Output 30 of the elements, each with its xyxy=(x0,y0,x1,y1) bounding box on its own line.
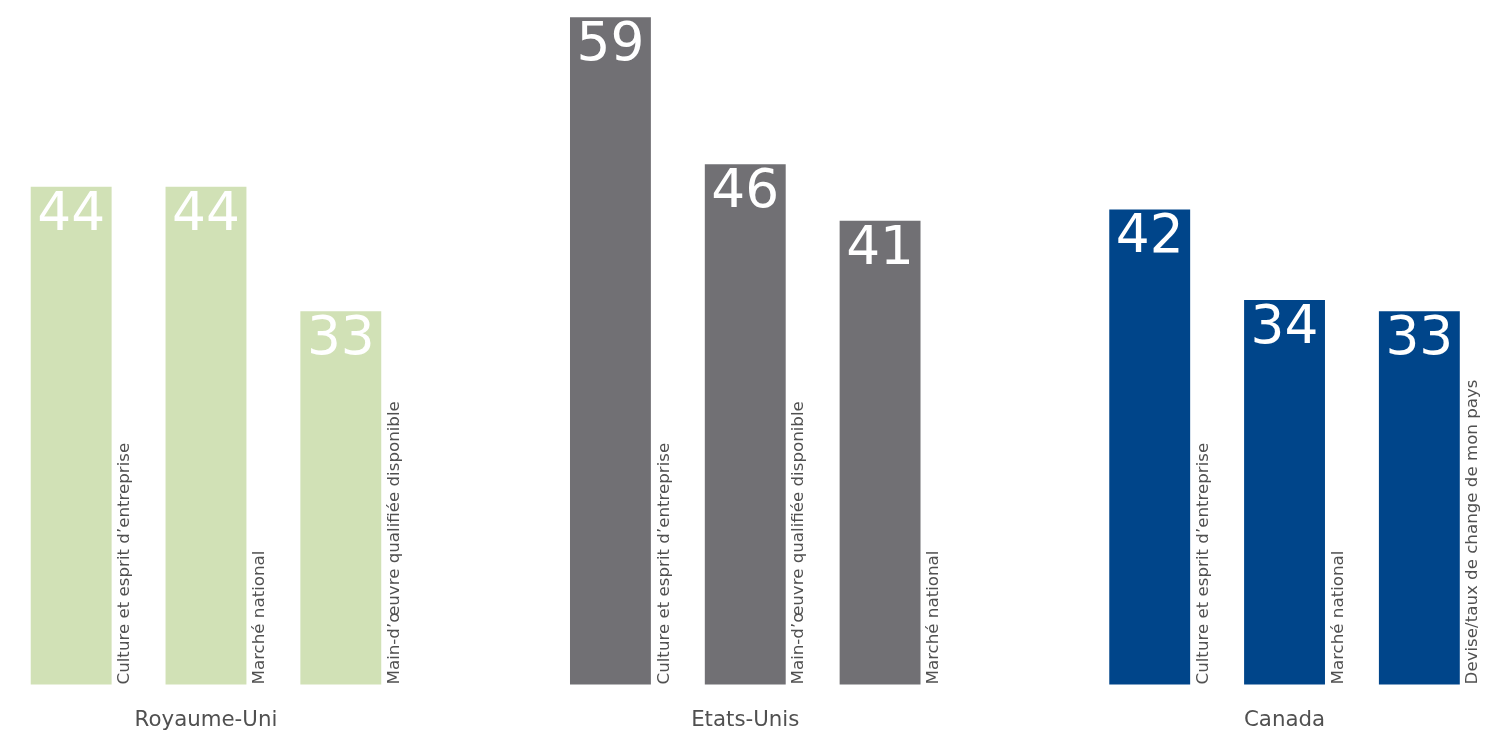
bar xyxy=(1109,209,1191,685)
data-label: 42 xyxy=(1115,202,1184,266)
data-label: 46 xyxy=(711,157,780,221)
data-label: 34 xyxy=(1250,292,1319,356)
x-tick-label: Devise/taux de change de mon pays xyxy=(1462,379,1482,685)
bar xyxy=(30,186,112,685)
text: Royaume-Uni xyxy=(134,706,278,732)
data-label: 33 xyxy=(1385,304,1454,368)
x-tick-label: Marché national xyxy=(923,550,943,685)
data-label: 41 xyxy=(846,213,915,277)
data-label: 33 xyxy=(306,304,375,368)
data-label: 59 xyxy=(576,10,645,74)
x-tick-label: Culture et esprit d’entreprise xyxy=(114,442,134,685)
text: Canada xyxy=(1243,706,1326,732)
x-tick-label: Culture et esprit d’entreprise xyxy=(1192,442,1212,685)
data-label: 44 xyxy=(37,179,106,243)
bar xyxy=(570,17,651,685)
x-tick-label: Main-d’œuvre qualifiée disponible xyxy=(788,401,808,685)
x-tick-label: Main-d’œuvre qualifiée disponible xyxy=(383,401,403,685)
bar xyxy=(839,220,921,685)
data-label: 44 xyxy=(172,179,240,243)
bar xyxy=(1378,311,1460,685)
bar xyxy=(300,311,382,685)
text: Etats-Unis xyxy=(691,706,800,732)
bar xyxy=(704,164,786,685)
bar xyxy=(1244,299,1325,685)
x-tick-label: Culture et esprit d’entreprise xyxy=(653,442,673,685)
bar xyxy=(165,186,247,685)
x-tick-label: Marché national xyxy=(1327,550,1347,685)
x-tick-label: Marché national xyxy=(249,550,269,685)
